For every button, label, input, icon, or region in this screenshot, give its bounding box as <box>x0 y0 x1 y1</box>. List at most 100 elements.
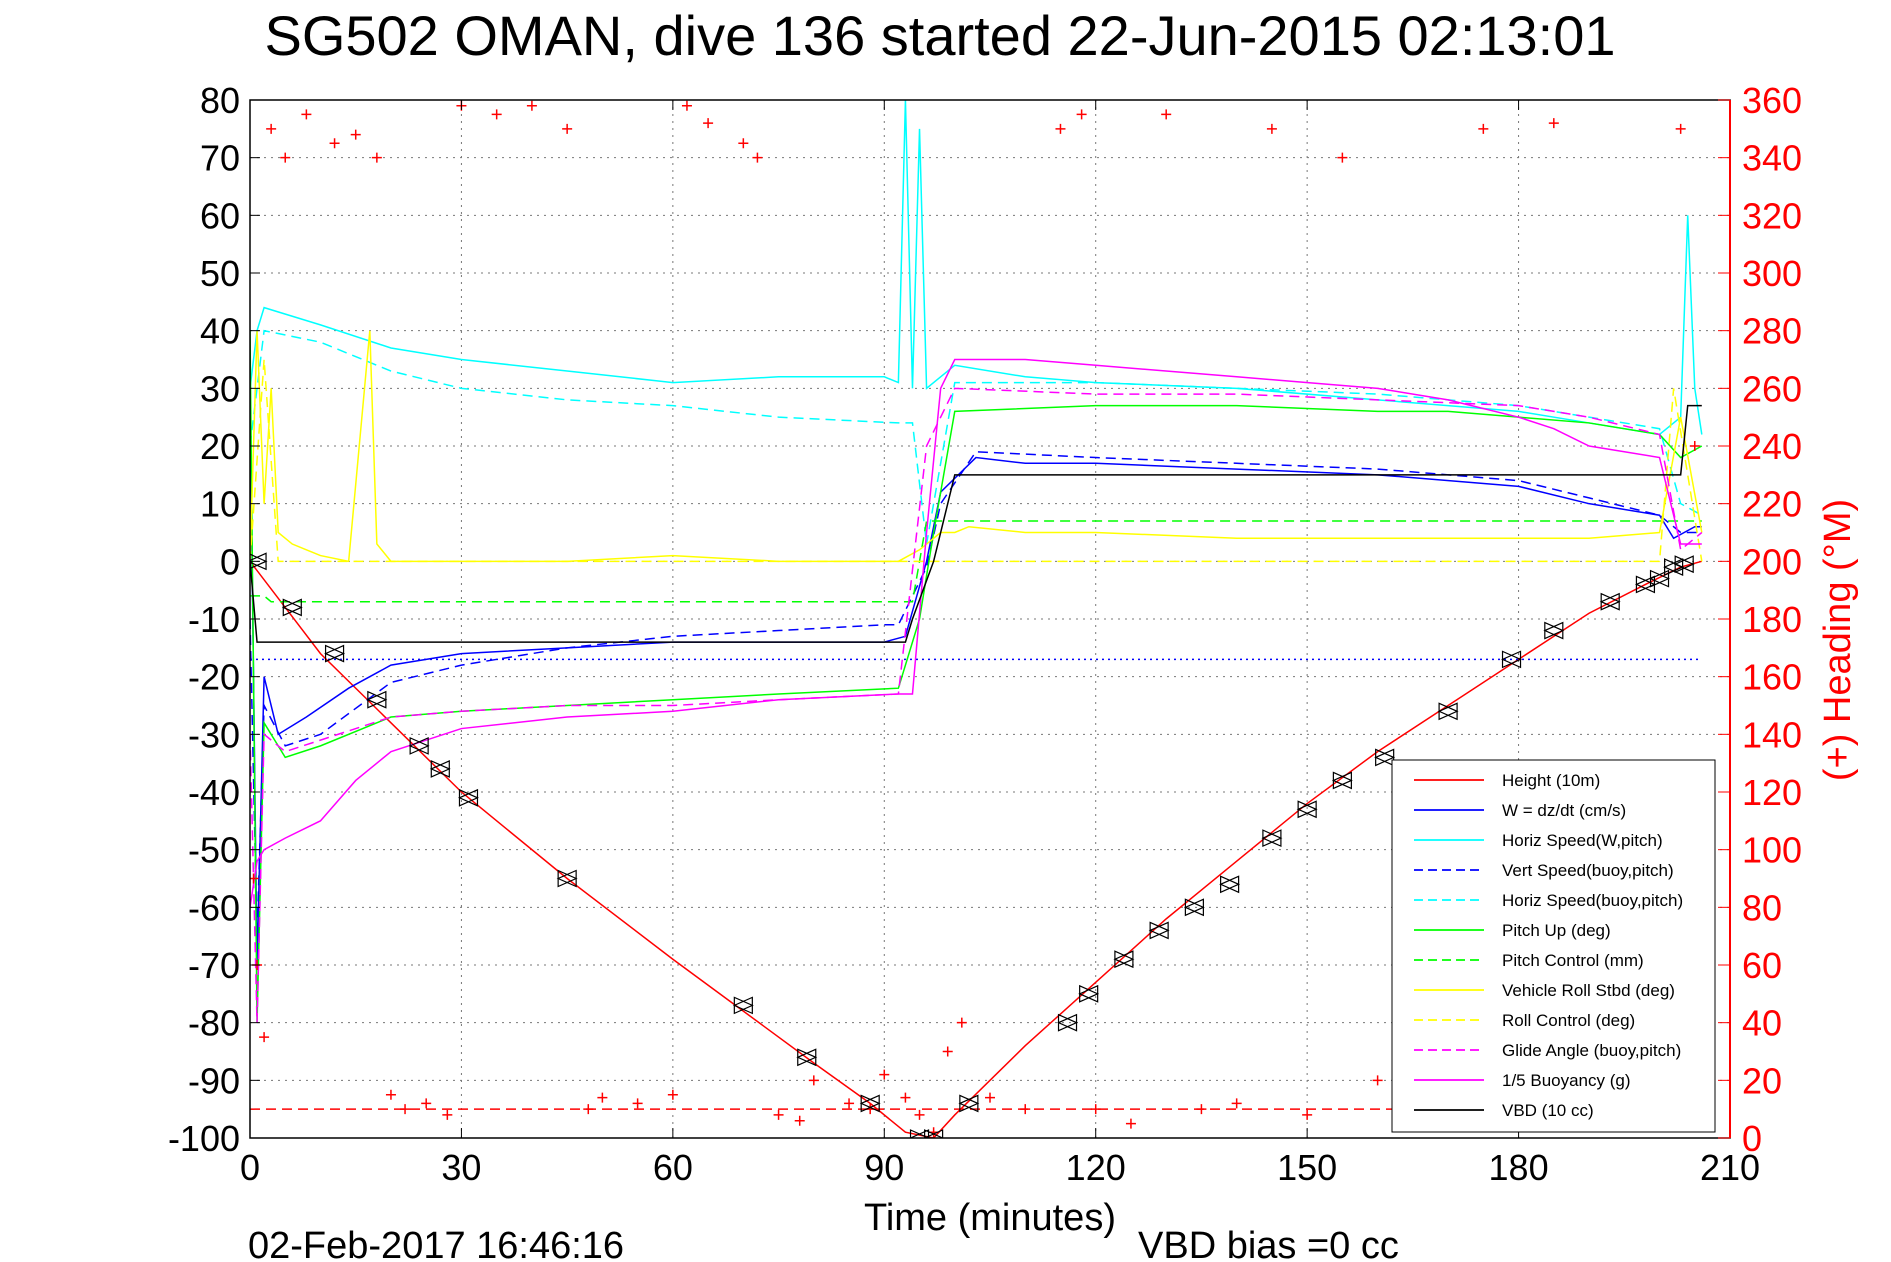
y-tick-label: -100 <box>168 1118 240 1159</box>
heading-marker <box>1266 123 1277 134</box>
depth-marker-left <box>1649 569 1670 588</box>
heading-marker <box>1125 1118 1136 1129</box>
y-tick-label: -40 <box>188 772 240 813</box>
depth-marker-right <box>367 690 388 709</box>
heading-marker <box>632 1098 643 1109</box>
heading-marker <box>301 109 312 120</box>
plot-area <box>250 100 1703 1138</box>
heading-marker <box>808 1075 819 1086</box>
y2-tick-label: 200 <box>1742 541 1802 582</box>
x-tick-label: 210 <box>1700 1147 1760 1188</box>
depth-marker-left <box>1261 829 1282 848</box>
y2-tick-label: 320 <box>1742 195 1802 236</box>
heading-marker <box>773 1109 784 1120</box>
heading-marker <box>1231 1098 1242 1109</box>
legend-label: Height (10m) <box>1502 771 1600 790</box>
heading-marker <box>1548 118 1559 129</box>
depth-marker-left <box>1219 875 1240 894</box>
y2-tick-label: 160 <box>1742 657 1802 698</box>
depth-marker-left <box>859 1094 880 1113</box>
depth-marker-right <box>430 760 451 778</box>
depth-marker-left <box>457 788 479 807</box>
line-height-10m <box>250 560 1703 1138</box>
heading-marker <box>1055 123 1066 134</box>
y-tick-label: -80 <box>188 1003 240 1044</box>
depth-marker-right <box>1332 771 1353 790</box>
x-tick-label: 60 <box>653 1147 693 1188</box>
legend: Height (10m) W = dz/dt (cm/s) Horiz Speed(… <box>1391 759 1716 1133</box>
y2-tick-label: 340 <box>1742 138 1802 179</box>
legend-label: Vert Speed(buoy,pitch) <box>1502 861 1674 880</box>
y2-tick-label: 100 <box>1742 830 1802 871</box>
y2-tick-label: 20 <box>1742 1060 1782 1101</box>
x-tick-label: 150 <box>1277 1147 1337 1188</box>
x-tick-label: 180 <box>1489 1147 1549 1188</box>
heading-marker <box>350 129 361 140</box>
heading-marker <box>1478 123 1489 134</box>
heading-marker <box>266 123 277 134</box>
y-tick-label: -10 <box>188 599 240 640</box>
y2-tick-label: 140 <box>1742 714 1802 755</box>
depth-marker-left <box>408 736 429 755</box>
y2-tick-label: 40 <box>1742 1003 1782 1044</box>
depth-marker-right <box>1057 1013 1078 1032</box>
depth-marker-left <box>324 644 345 663</box>
heading-marker <box>794 1115 805 1126</box>
series-layer <box>250 100 1703 1138</box>
line-vehicle-roll-stbd-deg <box>250 330 1703 563</box>
heading-marker <box>442 1109 453 1120</box>
heading-marker <box>985 1092 995 1103</box>
y2-tick-label: 260 <box>1742 368 1802 409</box>
y2-tick-label: 300 <box>1742 253 1802 294</box>
depth-marker-left <box>556 869 577 888</box>
depth-marker-left <box>1113 950 1134 969</box>
depth-marker-left <box>1078 984 1099 1003</box>
line-horiz-speed-buoy-pitch <box>250 329 1703 545</box>
y-tick-label: 40 <box>200 311 240 352</box>
legend-label: VBD (10 cc) <box>1502 1101 1594 1120</box>
heading-marker <box>1689 441 1700 451</box>
depth-marker-left <box>281 598 302 617</box>
legend-label: Pitch Up (deg) <box>1502 921 1611 940</box>
depth-marker-left <box>1183 898 1204 917</box>
x-tick-label: 0 <box>240 1147 260 1188</box>
x-tick-label: 30 <box>441 1147 481 1188</box>
y-tick-label: -90 <box>188 1060 240 1101</box>
heading-marker <box>1161 109 1172 120</box>
heading-marker <box>1302 1109 1313 1120</box>
depth-marker-left <box>1437 702 1458 721</box>
depth-marker-left <box>1148 921 1169 940</box>
heading-marker <box>329 138 340 149</box>
heading-marker <box>421 1098 432 1109</box>
legend-label: Pitch Control (mm) <box>1502 951 1644 970</box>
line-pitch-control-mm <box>250 520 1702 603</box>
line-horiz-speed-w-pitch <box>250 100 1703 436</box>
heading-marker <box>681 100 692 111</box>
depth-marker-left <box>1599 592 1620 611</box>
heading-marker <box>1372 1075 1383 1086</box>
axis-ticks: 0 30 60 90 120 150 180 21080706050403020100-10-… <box>168 80 1802 1188</box>
heading-marker <box>703 118 714 129</box>
y2-axis-label: (+) Heading (°M) <box>1817 499 1859 781</box>
heading-marker <box>526 100 537 111</box>
depth-marker-right <box>1220 875 1241 894</box>
depth-marker-left <box>1543 621 1564 640</box>
depth-marker-left <box>1374 748 1395 767</box>
y2-tick-label: 360 <box>1742 80 1802 121</box>
chart-title: SG502 OMAN, dive 136 started 22-Jun-2015… <box>264 4 1615 67</box>
footer-vbd-bias: VBD bias =0 cc <box>1138 1225 1399 1262</box>
footer-date: 02-Feb-2017 16:46:16 <box>248 1225 624 1262</box>
legend-label: Roll Control (deg) <box>1502 1011 1635 1030</box>
heading-marker <box>752 152 763 163</box>
heading-marker <box>1076 109 1087 120</box>
legend-label: W = dz/dt (cm/s) <box>1502 801 1626 820</box>
heading-marker <box>879 1069 890 1080</box>
legend-label: Horiz Speed(buoy,pitch) <box>1502 891 1683 910</box>
depth-marker-left <box>732 996 753 1015</box>
depth-marker-left <box>796 1048 817 1067</box>
y-tick-label: 20 <box>200 426 240 467</box>
legend-label: Glide Angle (buoy,pitch) <box>1502 1041 1681 1060</box>
depth-marker-left <box>250 552 267 571</box>
line-vert-speed-buoy-pitch <box>250 450 1702 937</box>
